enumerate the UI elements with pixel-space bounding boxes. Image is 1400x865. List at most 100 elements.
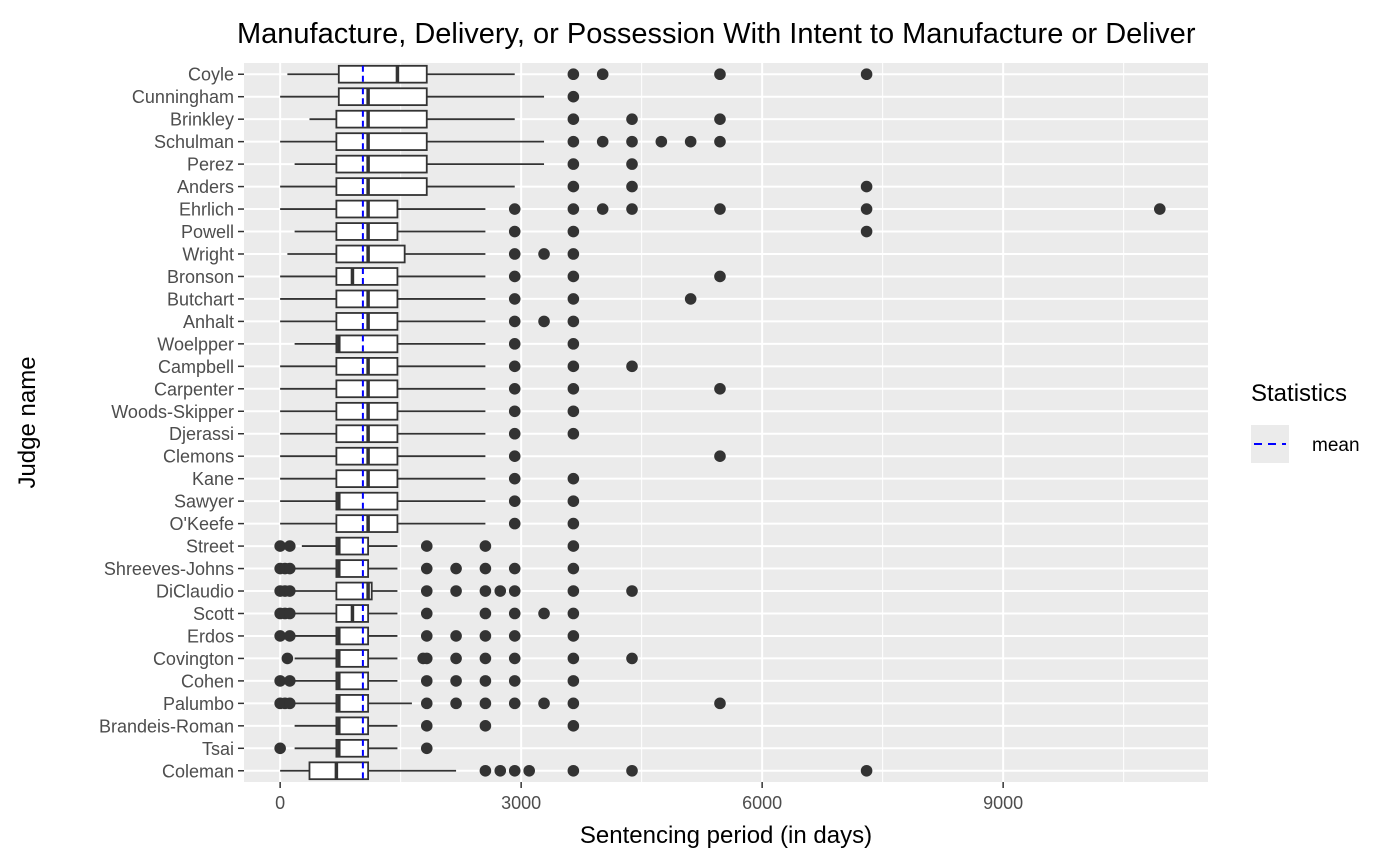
outlier-point — [508, 270, 521, 283]
outlier-point — [420, 562, 433, 575]
outlier-point — [508, 675, 521, 687]
outlier-point — [508, 203, 521, 215]
outlier-point — [567, 517, 580, 530]
box-O'Keefe — [280, 514, 580, 533]
outlier-point — [626, 652, 638, 665]
outlier-point — [567, 90, 580, 103]
outlier-point — [567, 472, 580, 485]
outlier-point — [655, 135, 668, 148]
outlier-point — [281, 652, 294, 665]
outlier-point — [1154, 203, 1166, 215]
box-Anhalt — [280, 312, 580, 331]
outlier-point — [508, 495, 521, 507]
box-iqr — [335, 626, 370, 646]
y-tick-label: Kane — [192, 469, 234, 489]
box-Bronson — [280, 267, 726, 286]
y-tick-label: Sawyer — [174, 492, 234, 512]
box-iqr — [337, 87, 428, 107]
box-iqr — [335, 649, 370, 668]
y-tick-label: Perez — [187, 155, 234, 175]
y-tick-label: O'Keefe — [170, 514, 234, 534]
outlier-point — [567, 607, 580, 620]
outlier-point — [283, 630, 296, 642]
box-iqr — [335, 536, 370, 556]
outlier-point — [567, 360, 580, 373]
box-iqr — [335, 716, 370, 736]
outlier-point — [567, 293, 580, 305]
box-iqr — [335, 154, 428, 174]
outlier-point — [684, 135, 697, 148]
outlier-point — [626, 135, 638, 148]
x-tick-label: 0 — [275, 793, 285, 813]
outlier-point — [567, 630, 580, 642]
outlier-point — [420, 742, 433, 755]
box-iqr — [335, 132, 428, 151]
outlier-point — [523, 764, 535, 777]
outlier-point — [567, 113, 580, 125]
box-Woelpper — [294, 334, 580, 354]
outlier-point — [508, 764, 521, 777]
outlier-point — [860, 225, 873, 238]
outlier-point — [714, 450, 726, 463]
outlier-point — [567, 270, 580, 283]
outlier-point — [283, 675, 296, 687]
outlier-point — [714, 113, 726, 125]
outlier-point — [596, 135, 609, 148]
box-iqr — [335, 244, 406, 264]
box-iqr — [335, 559, 370, 578]
outlier-point — [420, 607, 433, 620]
outlier-point — [567, 720, 580, 732]
outlier-point — [626, 360, 638, 373]
x-axis: 0 3000 6000 9000 — [275, 782, 1023, 813]
outlier-point — [450, 697, 462, 710]
outlier-point — [626, 203, 638, 215]
box-iqr — [335, 694, 370, 713]
outlier-point — [596, 68, 609, 81]
y-tick-label: Cohen — [181, 671, 234, 691]
y-tick-label: Coyle — [188, 65, 234, 85]
outlier-point — [567, 225, 580, 238]
outlier-point — [508, 562, 521, 575]
outlier-point — [626, 764, 638, 777]
outlier-point — [714, 135, 726, 148]
outlier-point — [538, 248, 550, 260]
y-tick-label: Tsai — [202, 739, 234, 759]
outlier-point — [714, 697, 726, 710]
outlier-point — [450, 652, 462, 665]
x-tick-label: 9000 — [983, 793, 1023, 813]
outlier-point — [567, 315, 580, 328]
box-iqr — [337, 64, 428, 84]
x-tick-label: 3000 — [501, 793, 541, 813]
y-tick-label: Bronson — [167, 267, 234, 287]
y-tick-label: Schulman — [154, 132, 234, 152]
box-Djerassi — [280, 424, 580, 444]
box-Carpenter — [280, 379, 726, 399]
outlier-point — [450, 585, 462, 597]
outlier-point — [508, 225, 521, 238]
outlier-point — [479, 607, 492, 620]
y-tick-label: Brandeis-Roman — [99, 716, 234, 736]
outlier-point — [567, 158, 580, 170]
outlier-point — [714, 270, 726, 283]
box-Brandeis-Roman — [294, 716, 580, 736]
outlier-point — [567, 585, 580, 597]
outlier-point — [567, 675, 580, 687]
y-axis-title: Judge name — [14, 356, 41, 488]
outlier-point — [420, 540, 433, 552]
y-tick-label: Powell — [181, 222, 234, 242]
outlier-point — [567, 495, 580, 507]
outlier-point — [860, 180, 873, 193]
box-Cunningham — [280, 87, 580, 107]
outlier-point — [508, 607, 521, 620]
box-Schulman — [280, 132, 726, 151]
y-tick-label: Covington — [153, 649, 234, 669]
y-tick-label: Shreeves-Johns — [104, 559, 234, 579]
outlier-point — [714, 382, 726, 395]
outlier-point — [567, 652, 580, 665]
box-iqr — [335, 177, 428, 196]
box-Butchart — [280, 289, 697, 309]
box-Woods-Skipper — [280, 401, 580, 421]
outlier-point — [538, 697, 550, 710]
outlier-point — [420, 652, 433, 665]
